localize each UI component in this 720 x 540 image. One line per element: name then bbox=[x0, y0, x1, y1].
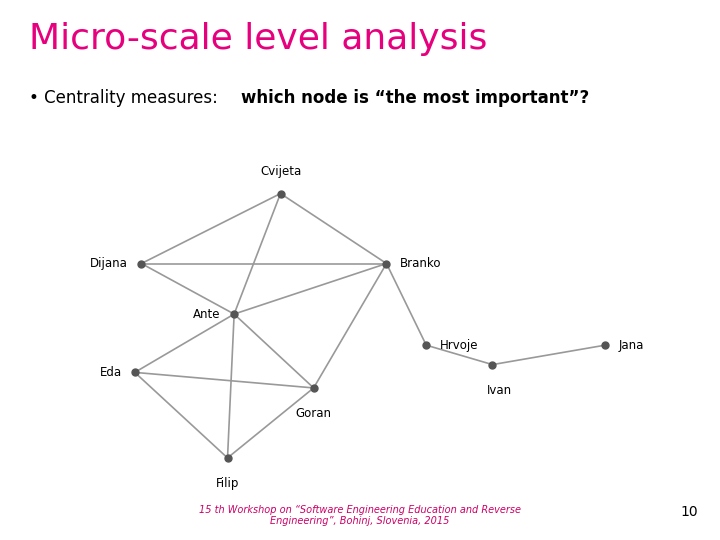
Text: Cvijeta: Cvijeta bbox=[260, 165, 301, 178]
Text: Filip: Filip bbox=[216, 477, 239, 490]
Text: Branko: Branko bbox=[400, 257, 441, 270]
Text: Hrvoje: Hrvoje bbox=[439, 339, 478, 352]
Text: which node is “the most important”?: which node is “the most important”? bbox=[241, 89, 590, 107]
Text: Micro-scale level analysis: Micro-scale level analysis bbox=[29, 22, 487, 56]
Text: Jana: Jana bbox=[618, 339, 644, 352]
Text: • Centrality measures:: • Centrality measures: bbox=[29, 89, 223, 107]
Text: Dijana: Dijana bbox=[90, 257, 128, 270]
Text: Ivan: Ivan bbox=[487, 384, 512, 397]
Text: 10: 10 bbox=[681, 505, 698, 519]
Text: Eda: Eda bbox=[99, 366, 122, 379]
Text: Ante: Ante bbox=[194, 308, 221, 321]
Text: 15 th Workshop on “Software Engineering Education and Reverse
Engineering”, Bohi: 15 th Workshop on “Software Engineering … bbox=[199, 505, 521, 526]
Text: Goran: Goran bbox=[296, 407, 332, 420]
